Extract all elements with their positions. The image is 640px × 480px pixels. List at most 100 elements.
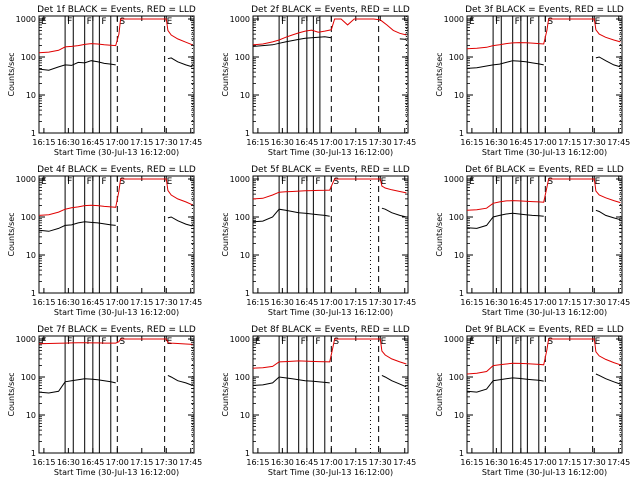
x-tick-label: 17:45 — [607, 298, 630, 307]
x-tick-label: 17:45 — [607, 138, 630, 147]
marker-flag: F — [529, 337, 534, 347]
chart-title: Det 8f BLACK = Events, RED = LLD — [251, 325, 410, 335]
marker-flag: S — [547, 337, 553, 347]
chart-panel-6: Det 6f BLACK = Events, RED = LLD Counts/s… — [435, 165, 630, 317]
x-tick-label: 17:30 — [583, 138, 606, 147]
y-tick-label: 1 — [31, 129, 36, 138]
x-tick-label: 17:45 — [393, 298, 416, 307]
x-tick-label: 17:15 — [344, 458, 367, 467]
chart-panel-7: Det 7f BLACK = Events, RED = LLD Counts/s… — [7, 325, 202, 477]
x-tick-label: 17:45 — [393, 138, 416, 147]
marker-flag: E — [41, 17, 47, 27]
chart-title: Det 7f BLACK = Events, RED = LLD — [37, 325, 196, 335]
y-tick-label: 1 — [459, 129, 464, 138]
x-tick-label: 16:45 — [81, 138, 104, 147]
x-tick-label: 16:30 — [485, 298, 508, 307]
x-tick-label: 16:45 — [295, 138, 318, 147]
y-tick-label: 1000 — [16, 175, 36, 184]
x-axis-label: Start Time (30-Jul-13 16:12:00) — [268, 308, 393, 317]
y-axis-label: Counts/sec — [221, 52, 230, 96]
series-line-events — [252, 374, 407, 388]
x-tick-label: 16:15 — [460, 458, 483, 467]
series-line-events — [252, 207, 407, 223]
x-tick-label: 17:30 — [155, 458, 178, 467]
x-tick-label: 16:45 — [81, 298, 104, 307]
y-axis-label: Counts/sec — [221, 372, 230, 416]
chart-title: Det 2f BLACK = Events, RED = LLD — [251, 5, 410, 15]
series-line-lld — [252, 18, 407, 46]
marker-flag: E — [469, 177, 475, 187]
x-tick-label: 17:00 — [106, 298, 129, 307]
marker-flag: S — [119, 337, 125, 347]
x-tick-label: 17:00 — [534, 458, 557, 467]
x-tick-label: 17:15 — [558, 458, 581, 467]
series-line-lld — [252, 338, 407, 369]
y-tick-label: 10 — [454, 411, 464, 420]
x-tick-label: 16:15 — [32, 458, 55, 467]
series-line-events — [38, 57, 193, 71]
y-tick-label: 100 — [449, 53, 464, 62]
y-axis-label: Counts/sec — [221, 212, 230, 256]
marker-flag: F — [101, 177, 106, 187]
x-tick-label: 16:30 — [57, 298, 80, 307]
marker-flag: F — [67, 337, 72, 347]
y-tick-label: 1000 — [230, 335, 250, 344]
y-axis-label: Counts/sec — [435, 52, 444, 96]
series-line-events — [466, 373, 621, 393]
x-tick-label: 17:30 — [155, 138, 178, 147]
x-tick-label: 16:30 — [485, 458, 508, 467]
y-tick-label: 1000 — [444, 175, 464, 184]
x-tick-label: 17:00 — [534, 298, 557, 307]
marker-flag: F — [301, 177, 306, 187]
x-tick-label: 17:00 — [106, 458, 129, 467]
y-tick-label: 10 — [26, 91, 36, 100]
x-tick-label: 16:15 — [32, 138, 55, 147]
marker-flag: F — [495, 17, 500, 27]
marker-flag: F — [529, 17, 534, 27]
plot-frame — [38, 335, 195, 454]
chart-panel-9: Det 9f BLACK = Events, RED = LLD Counts/s… — [435, 325, 630, 477]
x-tick-label: 17:45 — [393, 458, 416, 467]
x-tick-label: 17:30 — [369, 138, 392, 147]
marker-flag: F — [495, 337, 500, 347]
x-tick-label: 17:30 — [583, 298, 606, 307]
x-tick-label: 16:45 — [509, 458, 532, 467]
chart-panel-2: Det 2f BLACK = Events, RED = LLD Counts/s… — [221, 5, 416, 157]
x-tick-label: 17:45 — [179, 458, 202, 467]
x-tick-label: 17:30 — [583, 458, 606, 467]
y-tick-label: 100 — [449, 373, 464, 382]
x-tick-label: 17:15 — [558, 138, 581, 147]
y-tick-label: 10 — [26, 251, 36, 260]
x-tick-label: 16:30 — [57, 138, 80, 147]
marker-flag: E — [167, 17, 173, 27]
y-tick-label: 100 — [21, 53, 36, 62]
x-tick-label: 16:15 — [460, 138, 483, 147]
series-line-lld — [38, 338, 193, 345]
series-line-events — [38, 216, 193, 232]
marker-flag: F — [281, 337, 286, 347]
marker-flag: S — [119, 17, 125, 27]
series-line-lld — [38, 18, 193, 54]
marker-flag: E — [469, 17, 475, 27]
plot-frame — [252, 175, 409, 294]
x-tick-label: 17:15 — [130, 298, 153, 307]
x-tick-label: 16:45 — [509, 298, 532, 307]
x-tick-label: 17:00 — [320, 298, 343, 307]
x-tick-label: 16:15 — [246, 458, 269, 467]
y-tick-label: 10 — [240, 91, 250, 100]
y-tick-label: 100 — [235, 53, 250, 62]
x-axis-label: Start Time (30-Jul-13 16:12:00) — [54, 308, 179, 317]
marker-flag: E — [255, 337, 261, 347]
y-tick-label: 100 — [449, 213, 464, 222]
series-line-lld — [252, 178, 407, 200]
chart-panel-1: Det 1f BLACK = Events, RED = LLD Counts/s… — [7, 5, 202, 157]
x-tick-label: 17:00 — [320, 138, 343, 147]
marker-flag: F — [67, 17, 72, 27]
y-tick-label: 1 — [245, 449, 250, 458]
marker-flag: F — [515, 337, 520, 347]
y-tick-label: 10 — [26, 411, 36, 420]
marker-flag: F — [315, 177, 320, 187]
chart-panel-8: Det 8f BLACK = Events, RED = LLD Counts/s… — [221, 325, 416, 477]
x-tick-label: 16:30 — [271, 138, 294, 147]
y-tick-label: 1000 — [230, 15, 250, 24]
